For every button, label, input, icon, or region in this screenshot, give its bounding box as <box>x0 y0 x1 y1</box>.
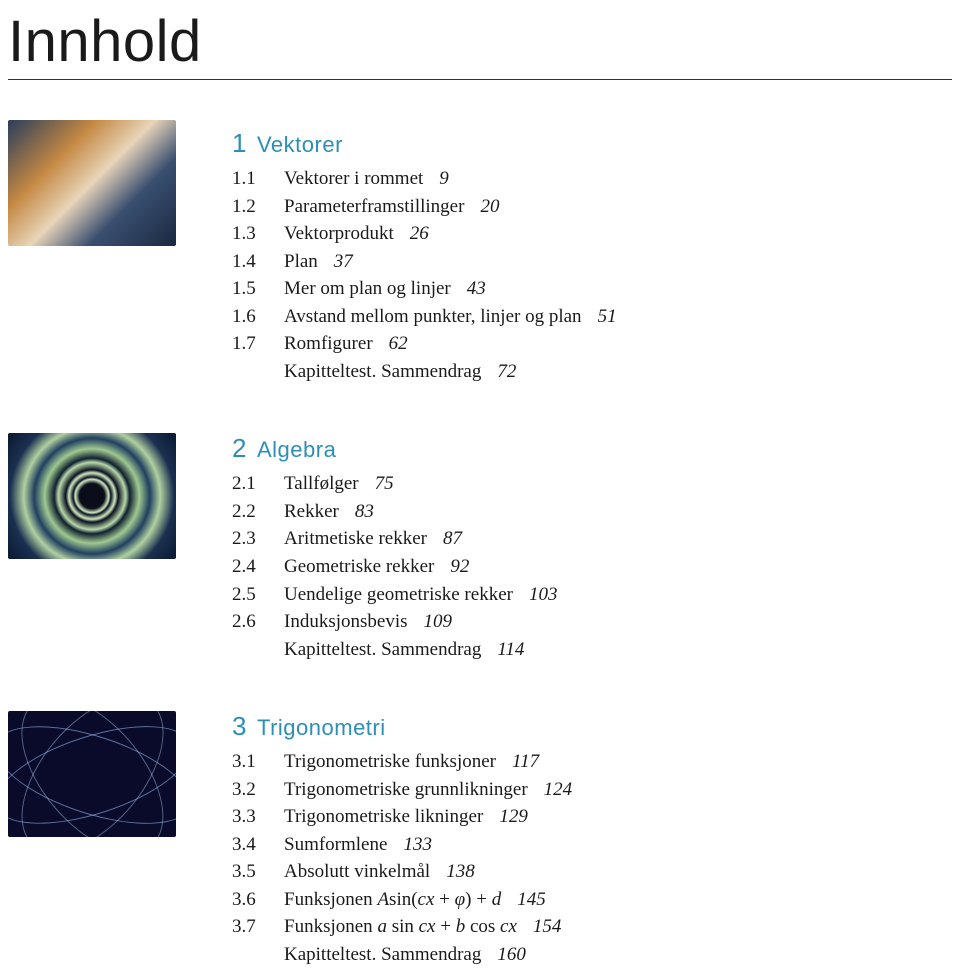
toc-summary: Kapitteltest. Sammendrag160 <box>232 941 960 969</box>
page-title: Innhold <box>0 0 960 79</box>
chapter-image-algebra <box>8 433 176 559</box>
toc-entry: 1.2Parameterframstillinger20 <box>232 193 960 221</box>
chapter-heading: 2 Algebra <box>232 433 960 464</box>
chapter-image-trigonometri <box>8 711 176 837</box>
toc-entry: 3.4Sumformlene133 <box>232 831 960 859</box>
title-rule <box>8 79 952 80</box>
chapter-content: 2 Algebra 2.1Tallfølger75 2.2Rekker83 2.3… <box>232 433 960 663</box>
toc-entry: 2.2Rekker83 <box>232 498 960 526</box>
toc-entry: 3.7Funksjonen a sin cx + b cos cx154 <box>232 913 960 941</box>
math-label: Funksjonen Asin(cx + φ) + d <box>284 889 501 910</box>
chapter-content: 1 Vektorer 1.1Vektorer i rommet9 1.2Param… <box>232 120 960 385</box>
chapter-number: 3 <box>232 711 247 741</box>
chapter-number: 2 <box>232 433 247 463</box>
toc-entry: 1.6Avstand mellom punkter, linjer og pla… <box>232 303 960 331</box>
toc-entry: 1.3Vektorprodukt26 <box>232 220 960 248</box>
toc-entry: 3.6Funksjonen Asin(cx + φ) + d145 <box>232 886 960 914</box>
toc-entry: 3.5Absolutt vinkelmål138 <box>232 858 960 886</box>
toc-entry: 1.4Plan37 <box>232 248 960 276</box>
chapter-heading: 3 Trigonometri <box>232 711 960 742</box>
chapter-title: Trigonometri <box>257 715 386 740</box>
chapter-block: 1 Vektorer 1.1Vektorer i rommet9 1.2Param… <box>0 120 960 385</box>
toc-summary: Kapitteltest. Sammendrag72 <box>232 358 960 386</box>
chapter-image-vektorer <box>8 120 176 246</box>
toc-entry: 2.3Aritmetiske rekker87 <box>232 525 960 553</box>
toc-entry: 2.1Tallfølger75 <box>232 470 960 498</box>
toc-entry: 2.4Geometriske rekker92 <box>232 553 960 581</box>
chapter-heading: 1 Vektorer <box>232 128 960 159</box>
toc-summary: Kapitteltest. Sammendrag114 <box>232 636 960 664</box>
chapter-number: 1 <box>232 128 247 158</box>
toc-entry: 2.5Uendelige geometriske rekker103 <box>232 581 960 609</box>
toc-entry: 1.1Vektorer i rommet9 <box>232 165 960 193</box>
chapter-content: 3 Trigonometri 3.1Trigonometriske funksjo… <box>232 711 960 968</box>
chapter-title: Algebra <box>257 437 336 462</box>
toc-entry: 1.5Mer om plan og linjer43 <box>232 275 960 303</box>
chapter-block: 3 Trigonometri 3.1Trigonometriske funksjo… <box>0 711 960 968</box>
chapter-block: 2 Algebra 2.1Tallfølger75 2.2Rekker83 2.3… <box>0 433 960 663</box>
math-label: Funksjonen a sin cx + b cos cx <box>284 916 517 937</box>
toc-entry: 1.7Romfigurer62 <box>232 330 960 358</box>
toc-entry: 3.3Trigonometriske likninger129 <box>232 803 960 831</box>
toc-entry: 2.6Induksjonsbevis109 <box>232 608 960 636</box>
toc-entry: 3.1Trigonometriske funksjoner117 <box>232 748 960 776</box>
chapter-title: Vektorer <box>257 132 343 157</box>
toc-entry: 3.2Trigonometriske grunnlikninger124 <box>232 776 960 804</box>
